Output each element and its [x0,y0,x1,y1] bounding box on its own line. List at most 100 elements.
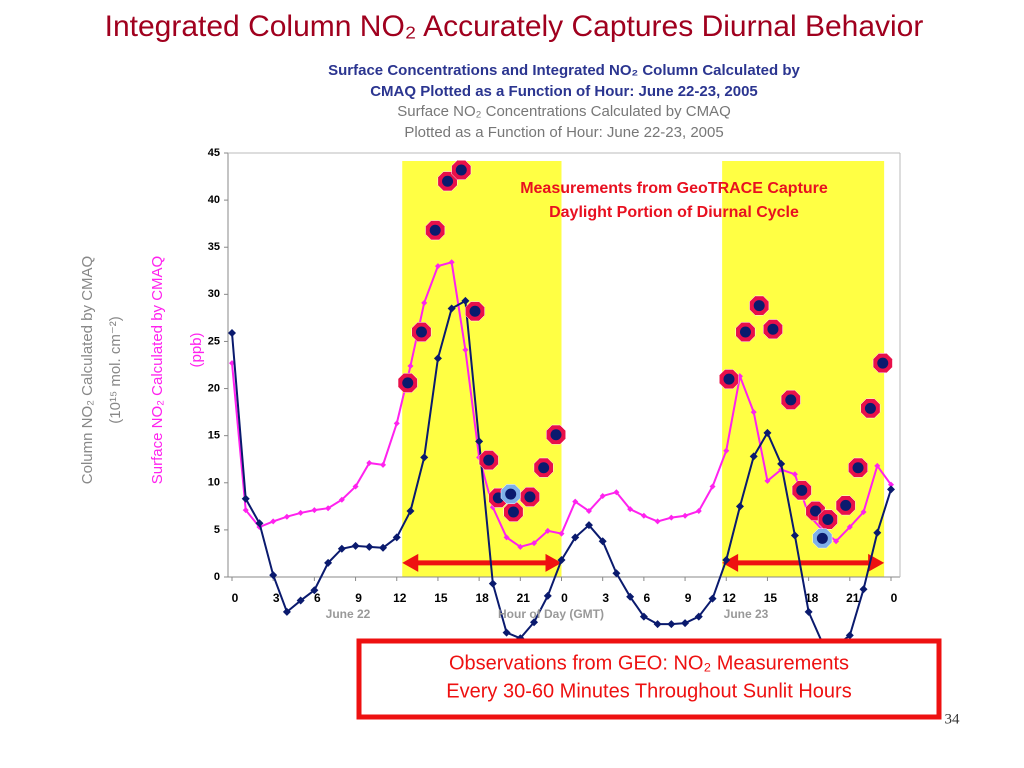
point [502,628,511,637]
measurement-core [822,514,834,526]
point [763,428,772,437]
x-tick-label: 9 [685,591,692,605]
measurement-core [469,305,481,317]
x-tick-label: 15 [764,591,778,605]
point [668,514,675,521]
point [421,299,428,306]
point [845,631,854,640]
callout-text: Every 30-60 Minutes Throughout Sunlit Ho… [446,680,851,702]
arrow-head [402,553,419,572]
x-tick-label: 3 [273,591,280,605]
subtitle: Surface Concentrations and Integrated NO… [328,62,800,79]
point [365,542,374,551]
measurement-core [538,462,550,474]
point [708,594,717,603]
point [297,509,304,516]
measurement-core [864,402,876,414]
x-tick-label: 12 [723,591,737,605]
measurement-core [809,505,821,517]
point [654,518,661,525]
point [639,612,648,621]
point [681,619,690,628]
x-tick-label: 6 [314,591,321,605]
point [366,459,373,466]
measurement-core [852,462,864,474]
y-tick-label: 45 [208,147,220,159]
measurement-core [442,175,454,187]
point [393,420,400,427]
day-label: June 22 [326,607,371,621]
measurement-core [767,323,779,335]
point [447,304,456,313]
point [310,586,319,595]
measurement-core [507,506,519,518]
point [874,462,881,469]
arrow-head [722,553,739,572]
measurement-core [877,357,889,369]
point [462,346,469,353]
daylight-band [402,161,562,577]
point [694,612,703,621]
point [612,569,621,578]
point [626,592,635,601]
point [544,527,551,534]
chart-title: Plotted as a Function of Hour: June 22-2… [404,124,723,141]
point [722,556,731,565]
measurement-core [785,394,797,406]
point [571,533,580,542]
y-tick-label: 35 [208,241,220,253]
point [352,483,359,490]
x-tick-label: 0 [891,591,898,605]
point [585,508,592,515]
daylight-band [722,161,885,577]
point [873,528,882,537]
measurement-core [840,499,852,511]
x-tick-label: 9 [355,591,362,605]
measurement-core [505,488,517,500]
measurement-core [455,164,467,176]
point [351,541,360,550]
point [764,477,771,484]
point [242,507,249,514]
x-tick-label: 18 [475,591,489,605]
point [379,543,388,552]
point [282,607,291,616]
y-tick-label: 0 [214,571,220,583]
point [790,531,799,540]
x-tick-label: 6 [644,591,651,605]
page-number: 34 [945,711,961,727]
measurement-core [753,300,765,312]
slide-title: Integrated Column NO₂ Accurately Capture… [105,10,924,43]
point [228,328,236,337]
point [269,571,278,580]
x-axis-label: Hour of Day (GMT) [498,607,604,621]
x-tick-label: 18 [805,591,819,605]
point [461,296,470,305]
y-tick-label: 5 [214,524,220,536]
point [833,538,840,545]
point [543,591,552,600]
point [695,508,702,515]
point [407,362,414,369]
x-tick-label: 21 [846,591,860,605]
arrow-head [545,553,562,572]
point [325,505,332,512]
x-tick-label: 0 [232,591,239,605]
subtitle: CMAQ Plotted as a Function of Hour: June… [370,83,758,100]
measurement-core [429,224,441,236]
measurement-core [402,377,414,389]
measurement-core [796,484,808,496]
point [682,512,689,519]
measurement-core [483,454,495,466]
point [804,607,813,616]
x-tick-label: 15 [434,591,448,605]
point [503,534,510,541]
point [846,524,853,531]
measurement-core [816,532,828,544]
point [627,506,634,513]
point [475,437,484,446]
point [777,459,786,468]
point [558,530,565,537]
point [420,453,429,462]
annotation: Measurements from GeoTRACE Capture [520,180,828,197]
